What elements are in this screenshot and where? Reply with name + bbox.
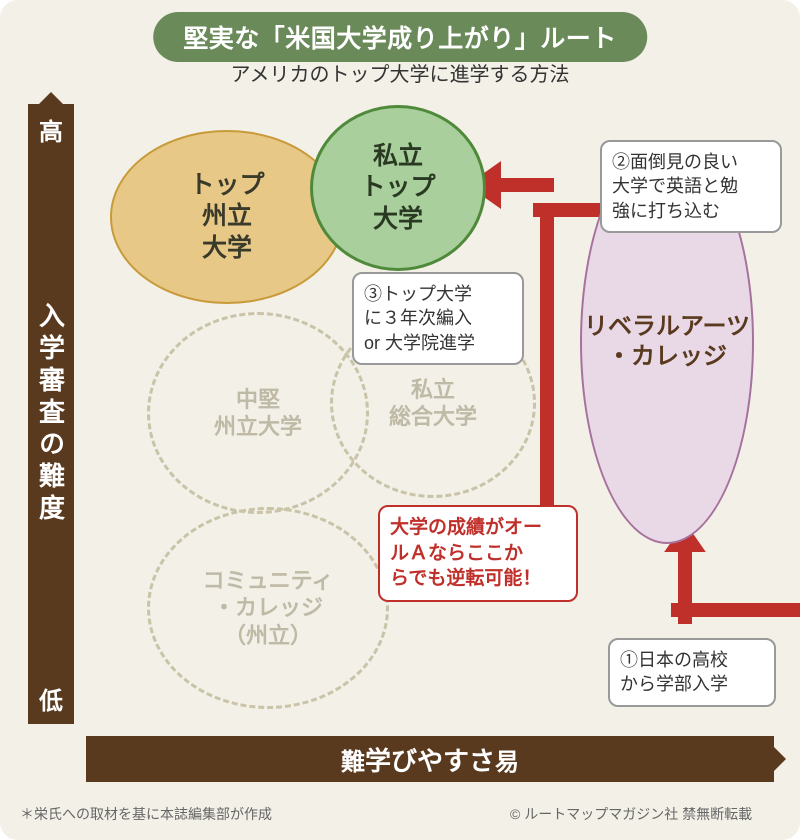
node-label: 私立 トップ 大学 (360, 141, 435, 235)
x-axis-label: 学びやすさ (365, 741, 495, 778)
y-axis: 高入学審査の難度低 (28, 104, 74, 724)
node-label: コミュニティ ・カレッジ （州立） (203, 567, 334, 650)
callout-step2: ②面倒見の良い 大学で英語と勉 強に打ち込む (600, 140, 782, 233)
x-axis-hard: 難 (341, 742, 365, 777)
x-axis-easy: 易 (495, 742, 519, 777)
y-axis-label: 入学審査の難度 (33, 155, 70, 673)
y-axis-low: 低 (39, 673, 63, 724)
y-axis-high: 高 (39, 104, 63, 155)
callout-emphasis: 大学の成績がオー ルＡならここか らでも逆転可能！ (378, 505, 578, 602)
node-top-state: トップ 州立 大学 (110, 130, 344, 304)
node-label: リベラルアーツ ・カレッジ (584, 312, 750, 372)
callout-step3: ③トップ大学 に３年次編入 or 大学院進学 (352, 272, 524, 365)
node-label: 中堅 州立大学 (214, 386, 302, 441)
credit-left: ＊栄氏への取材を基に本誌編集部が作成 (20, 804, 272, 824)
title-pill: 堅実な「米国大学成り上がり」ルート (153, 12, 647, 62)
axis-arrow-icon (772, 745, 786, 773)
node-top-private: 私立 トップ 大学 (310, 105, 486, 271)
credit-right: © ルートマップマガジン社 禁無断転載 (510, 804, 752, 824)
infographic-card: 堅実な「米国大学成り上がり」ルートアメリカのトップ大学に進学する方法高入学審査の… (0, 0, 800, 840)
node-label: 私立 総合大学 (389, 376, 477, 431)
axis-arrow-icon (37, 92, 65, 106)
callout-step1: ①日本の高校 から学部入学 (608, 638, 776, 707)
node-community: コミュニティ ・カレッジ （州立） (147, 507, 389, 709)
x-axis: 難学びやすさ易 (86, 736, 774, 782)
node-label: トップ 州立 大学 (189, 170, 264, 264)
subtitle: アメリカのトップ大学に進学する方法 (231, 58, 570, 87)
